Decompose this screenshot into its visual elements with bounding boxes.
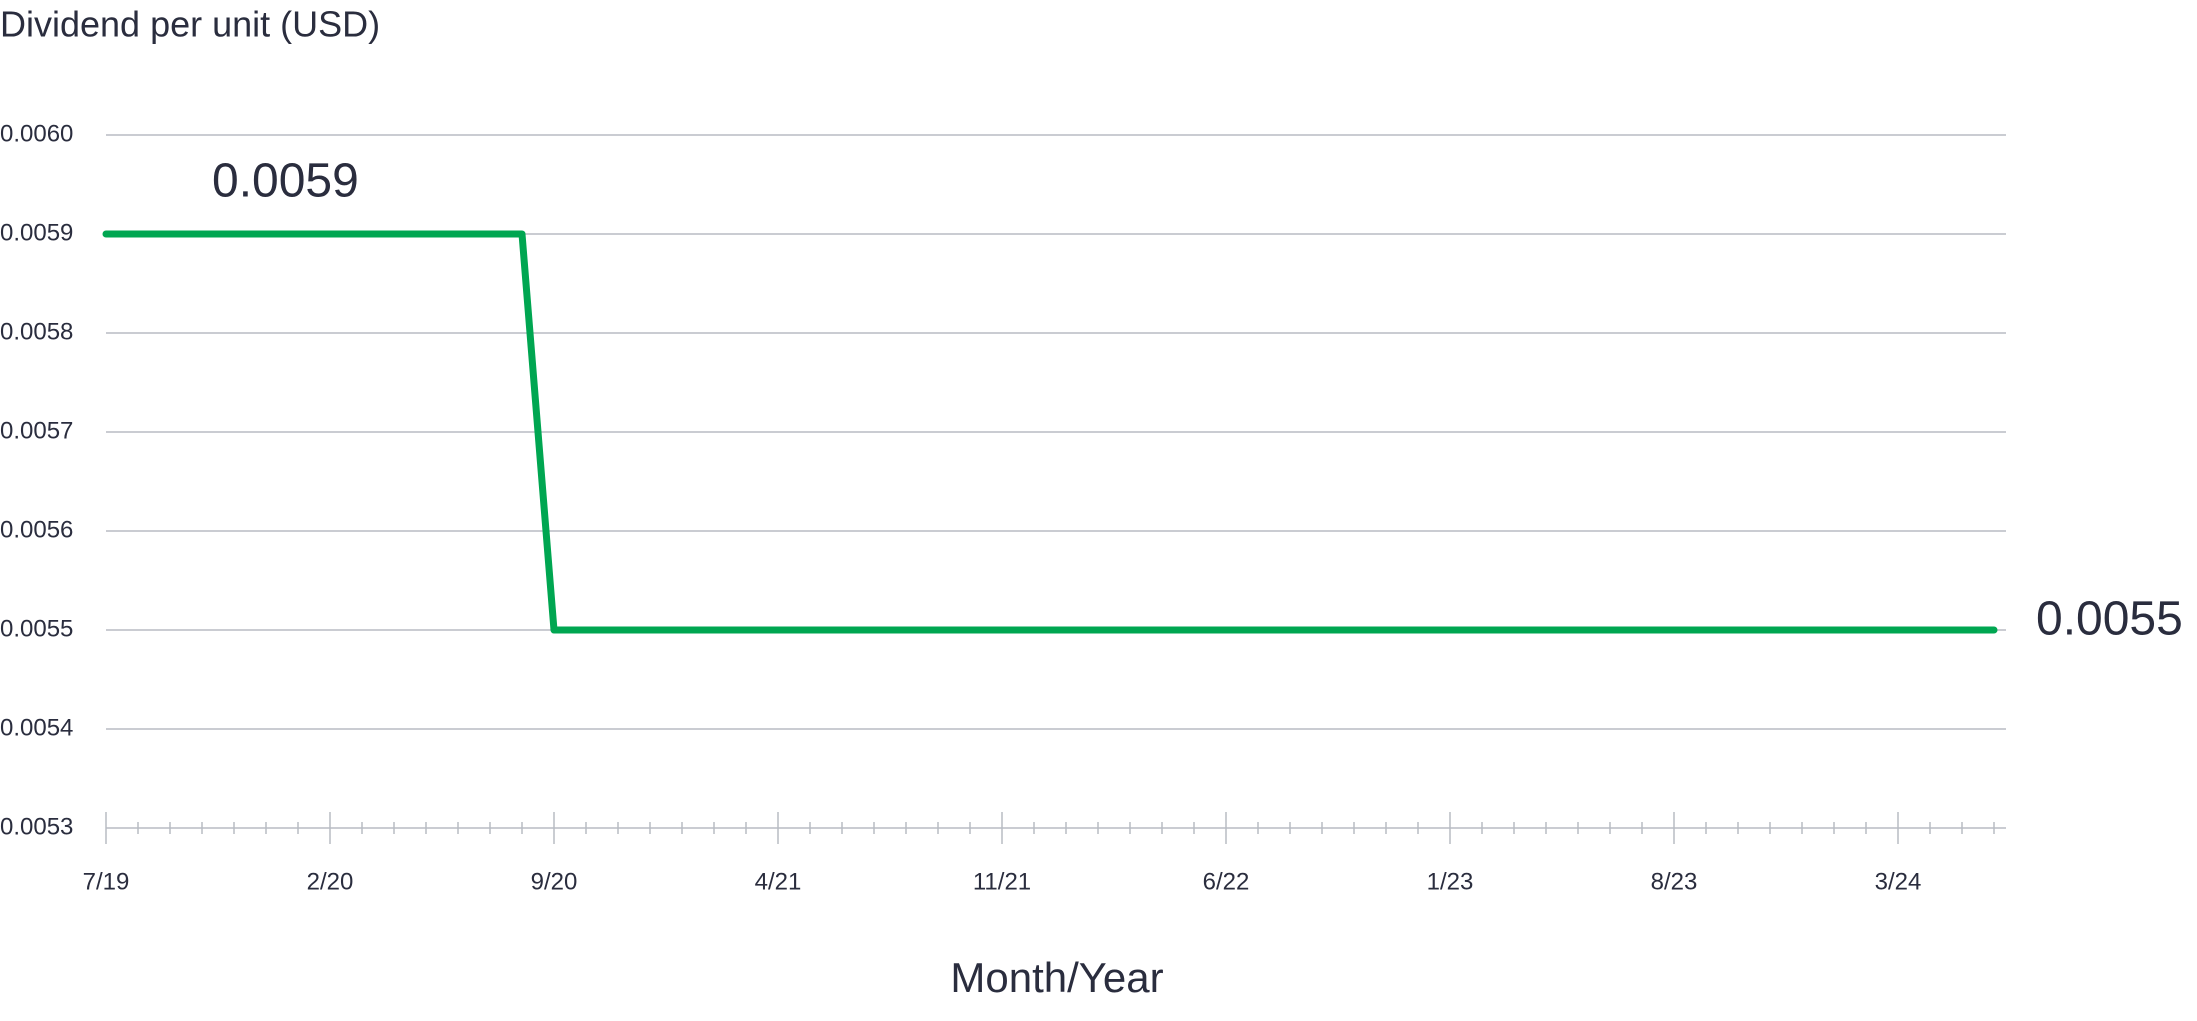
y-tick-label: 0.0058: [0, 318, 73, 345]
y-tick-label: 0.0059: [0, 219, 73, 246]
y-tick-label: 0.0056: [0, 516, 73, 543]
y-tick-label: 0.0057: [0, 417, 73, 444]
x-tick-label: 8/23: [1651, 868, 1698, 895]
x-tick-label: 11/21: [973, 868, 1031, 895]
y-tick-label: 0.0060: [0, 120, 73, 147]
data-label: 0.0059: [212, 155, 359, 208]
x-tick-label: 2/20: [307, 868, 354, 895]
x-axis-title: Month/Year: [950, 954, 1163, 1001]
y-axis-title: Dividend per unit (USD): [0, 4, 380, 45]
y-tick-label: 0.0053: [0, 813, 73, 840]
x-tick-label: 4/21: [755, 868, 802, 895]
data-line: [102, 230, 1998, 634]
x-tick-label: 9/20: [531, 868, 578, 895]
y-tick-label: 0.0054: [0, 714, 73, 741]
x-tick-label: 1/23: [1427, 868, 1474, 895]
y-tick-label: 0.0055: [0, 615, 73, 642]
x-tick-label: 3/24: [1875, 868, 1922, 895]
x-tick-label: 6/22: [1203, 868, 1250, 895]
data-label: 0.0055: [2036, 593, 2183, 646]
x-tick-label: 7/19: [83, 868, 130, 895]
